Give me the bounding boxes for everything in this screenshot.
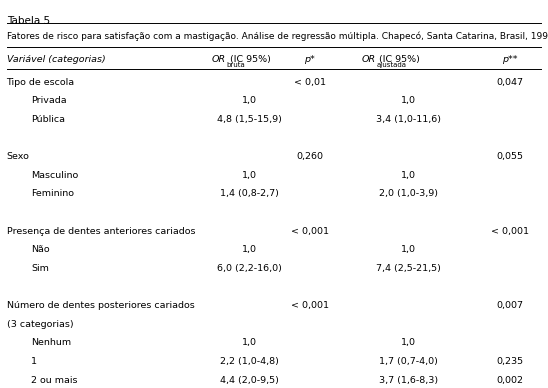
Text: OR: OR	[362, 55, 376, 64]
Text: 3,4 (1,0-11,6): 3,4 (1,0-11,6)	[376, 115, 441, 124]
Text: 1,0: 1,0	[242, 96, 257, 105]
Text: Pública: Pública	[31, 115, 65, 124]
Text: 2,2 (1,0-4,8): 2,2 (1,0-4,8)	[220, 357, 279, 366]
Text: 3,7 (1,6-8,3): 3,7 (1,6-8,3)	[379, 376, 438, 385]
Text: Sexo: Sexo	[7, 152, 30, 161]
Text: (IC 95%): (IC 95%)	[227, 55, 271, 64]
Text: Não: Não	[31, 245, 50, 254]
Text: 1,7 (0,7-4,0): 1,7 (0,7-4,0)	[379, 357, 438, 366]
Text: 1,0: 1,0	[401, 171, 416, 180]
Text: 1,0: 1,0	[242, 245, 257, 254]
Text: Tabela 5: Tabela 5	[7, 16, 50, 26]
Text: OR: OR	[212, 55, 226, 64]
Text: Número de dentes posteriores cariados: Número de dentes posteriores cariados	[7, 301, 195, 310]
Text: p**: p**	[502, 55, 517, 64]
Text: < 0,01: < 0,01	[294, 78, 326, 87]
Text: 2 ou mais: 2 ou mais	[31, 376, 78, 385]
Text: 0,235: 0,235	[496, 357, 523, 366]
Text: Masculino: Masculino	[31, 171, 78, 180]
Text: 0,002: 0,002	[496, 376, 523, 385]
Text: 2,0 (1,0-3,9): 2,0 (1,0-3,9)	[379, 189, 438, 198]
Text: Variável (categorias): Variável (categorias)	[7, 55, 105, 64]
Text: < 0,001: < 0,001	[290, 301, 329, 310]
Text: 1,0: 1,0	[401, 96, 416, 105]
Text: p*: p*	[304, 55, 315, 64]
Text: 1,4 (0,8-2,7): 1,4 (0,8-2,7)	[220, 189, 279, 198]
Text: 1,0: 1,0	[401, 338, 416, 347]
Text: 0,007: 0,007	[496, 301, 523, 310]
Text: Tipo de escola: Tipo de escola	[7, 78, 75, 87]
Text: 4,4 (2,0-9,5): 4,4 (2,0-9,5)	[220, 376, 279, 385]
Text: (3 categorias): (3 categorias)	[7, 320, 73, 329]
Text: 6,0 (2,2-16,0): 6,0 (2,2-16,0)	[217, 264, 282, 273]
Text: 1,0: 1,0	[401, 245, 416, 254]
Text: 0,047: 0,047	[496, 78, 523, 87]
Text: (IC 95%): (IC 95%)	[376, 55, 420, 64]
Text: Presença de dentes anteriores cariados: Presença de dentes anteriores cariados	[7, 227, 195, 236]
Text: Feminino: Feminino	[31, 189, 74, 198]
Text: 1: 1	[31, 357, 37, 366]
Text: 4,8 (1,5-15,9): 4,8 (1,5-15,9)	[217, 115, 282, 124]
Text: ajustada: ajustada	[376, 62, 407, 68]
Text: 1,0: 1,0	[242, 171, 257, 180]
Text: 1,0: 1,0	[242, 338, 257, 347]
Text: bruta: bruta	[227, 62, 246, 68]
Text: < 0,001: < 0,001	[490, 227, 529, 236]
Text: 0,260: 0,260	[296, 152, 323, 161]
Text: Privada: Privada	[31, 96, 67, 105]
Text: 0,055: 0,055	[496, 152, 523, 161]
Text: 7,4 (2,5-21,5): 7,4 (2,5-21,5)	[376, 264, 441, 273]
Text: Fatores de risco para satisfação com a mastigação. Análise de regressão múltipla: Fatores de risco para satisfação com a m…	[7, 31, 548, 40]
Text: Sim: Sim	[31, 264, 49, 273]
Text: Nenhum: Nenhum	[31, 338, 71, 347]
Text: < 0,001: < 0,001	[290, 227, 329, 236]
